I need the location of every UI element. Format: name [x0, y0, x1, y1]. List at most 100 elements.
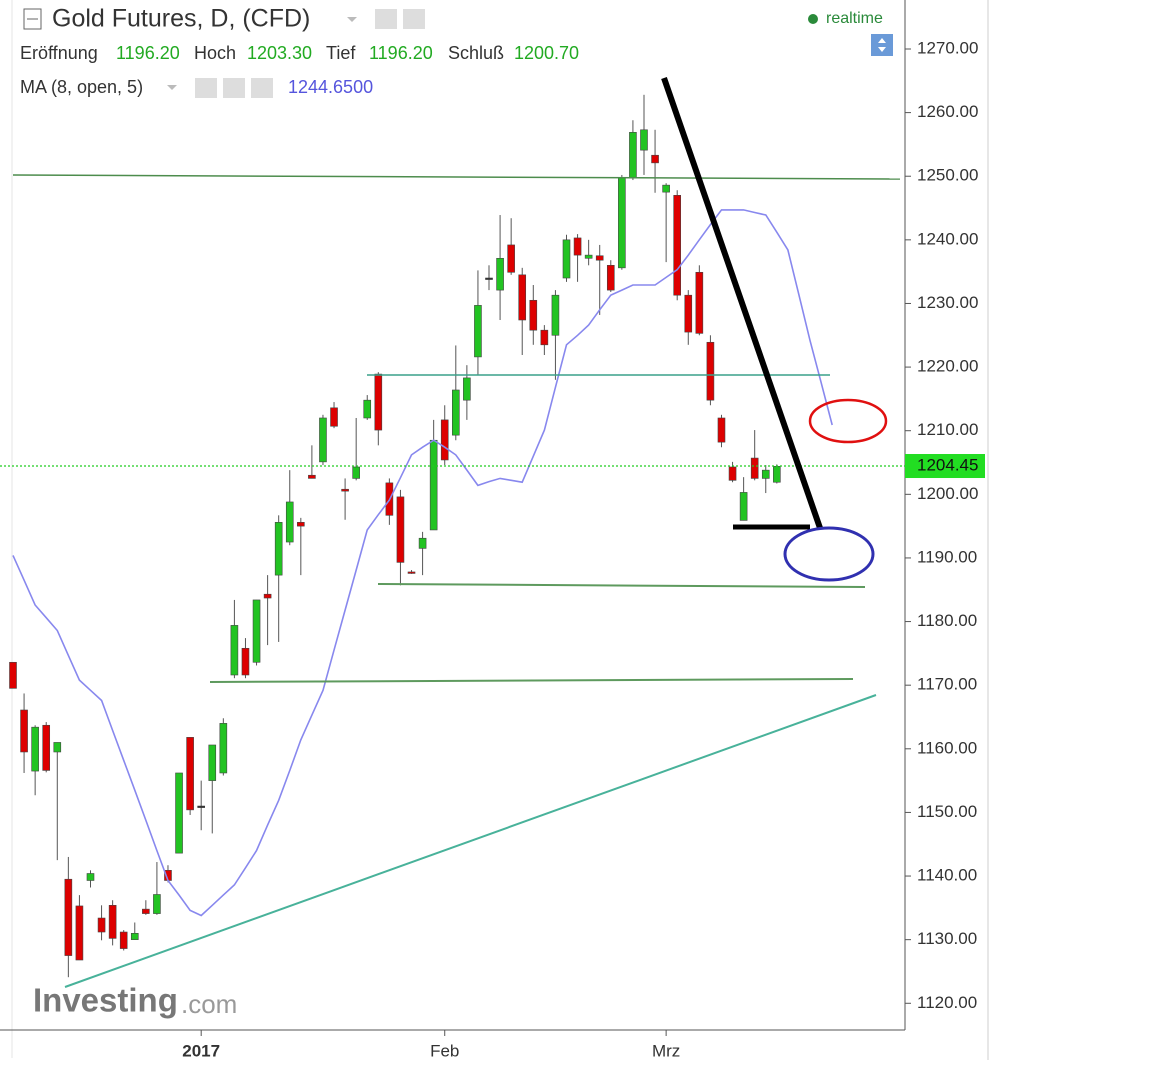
stat-value: 1200.70 — [514, 43, 579, 63]
y-tick-label: 1230.00 — [917, 293, 978, 312]
candle-body — [20, 709, 28, 753]
candle-body — [540, 329, 549, 346]
chart-title: Gold Futures, D, (CFD) — [52, 5, 310, 33]
candle-body — [9, 661, 17, 689]
stat-label: Hoch — [194, 43, 236, 63]
candle-body — [31, 726, 39, 772]
watermark: Investing — [33, 982, 178, 1019]
y-tick-label: 1140.00 — [917, 866, 977, 885]
candle-body — [706, 341, 715, 401]
candle-body — [374, 373, 383, 431]
candle-body — [108, 905, 117, 939]
settings-icon[interactable] — [195, 78, 217, 98]
status: realtime — [826, 10, 883, 27]
candle-body — [618, 177, 626, 269]
candle-body — [551, 294, 560, 336]
scroll-icon[interactable] — [871, 34, 893, 56]
candle-body — [208, 744, 217, 781]
candle-body — [97, 917, 106, 933]
candle-body — [230, 625, 239, 676]
dropdown[interactable] — [347, 17, 357, 22]
support-line — [12, 174, 901, 180]
candle-body — [297, 522, 305, 527]
stat-label: Schluß — [448, 43, 504, 63]
candle-body — [507, 244, 515, 273]
candle-body — [761, 469, 770, 479]
scroll-icon — [878, 38, 886, 52]
x-tick-label: 2017 — [182, 1041, 220, 1060]
y-tick-label: 1190.00 — [917, 547, 977, 566]
circle-marker — [808, 398, 888, 444]
candle-body — [640, 129, 648, 151]
candle-body — [429, 439, 438, 531]
drawings — [12, 77, 901, 988]
y-tick-label: 1210.00 — [917, 420, 978, 439]
indicator-value: 1244.6500 — [288, 77, 373, 97]
settings-icon[interactable] — [223, 78, 245, 98]
y-tick-label: 1270.00 — [917, 38, 978, 57]
candle-body — [717, 417, 726, 443]
stat-value: 1196.20 — [369, 43, 433, 63]
moving-average — [12, 209, 833, 917]
y-tick-label: 1240.00 — [917, 229, 978, 248]
candle-body — [352, 466, 360, 479]
y-tick-label: 1260.00 — [917, 102, 978, 121]
candle-body — [773, 466, 781, 483]
trend-line — [661, 77, 823, 529]
candle-body — [363, 399, 372, 419]
candle-body — [651, 154, 659, 164]
close-icon[interactable] — [251, 78, 273, 98]
candle-body — [418, 537, 427, 549]
dropdown[interactable] — [167, 85, 177, 90]
candle-body — [341, 488, 349, 492]
stat-value: 1203.30 — [247, 43, 312, 63]
last-price-box — [905, 454, 985, 479]
candle-body — [739, 492, 748, 521]
candle-body — [252, 599, 261, 663]
candle-body — [684, 294, 693, 333]
candle-body — [396, 496, 405, 563]
candle-body — [407, 571, 416, 574]
candle-body — [606, 264, 615, 291]
status-dot — [808, 14, 818, 24]
candle-body — [463, 377, 471, 401]
candle-body — [285, 501, 294, 543]
candle-body — [629, 132, 637, 179]
candle-body — [274, 522, 283, 576]
settings-icon[interactable] — [375, 9, 397, 29]
candle-body — [175, 772, 183, 854]
candle-body — [573, 237, 582, 256]
support-line — [209, 678, 854, 683]
stat-label: Tief — [326, 43, 356, 63]
candle-body — [518, 274, 527, 321]
candle-body — [750, 457, 759, 479]
candle-body — [562, 239, 571, 279]
circle-marker — [783, 526, 875, 582]
stat-value: 1196.20 — [116, 43, 180, 63]
y-tick-label: 1130.00 — [917, 929, 977, 948]
candle-body — [695, 271, 704, 334]
candle-body — [197, 805, 205, 808]
y-tick-label: 1160.00 — [917, 738, 977, 757]
candle-body — [86, 873, 95, 881]
candle-body — [186, 737, 194, 811]
y-tick-label: 1250.00 — [917, 166, 978, 185]
last-price-label: 1204.45 — [917, 455, 978, 474]
candle-body — [241, 647, 250, 676]
watermark: .com — [181, 989, 237, 1019]
candle-body — [496, 257, 504, 291]
stat-label: Eröffnung — [20, 43, 98, 63]
y-tick-label: 1150.00 — [917, 802, 977, 821]
settings-icon[interactable] — [403, 9, 425, 29]
candle-body — [153, 894, 161, 914]
candle-body — [130, 932, 139, 940]
candle-body — [119, 931, 128, 949]
candle-body — [330, 407, 338, 427]
candle-body — [319, 417, 327, 463]
candle-body — [64, 878, 73, 956]
y-tick-label: 1120.00 — [917, 993, 977, 1012]
candle-body — [529, 299, 538, 331]
candle-body — [219, 723, 228, 774]
